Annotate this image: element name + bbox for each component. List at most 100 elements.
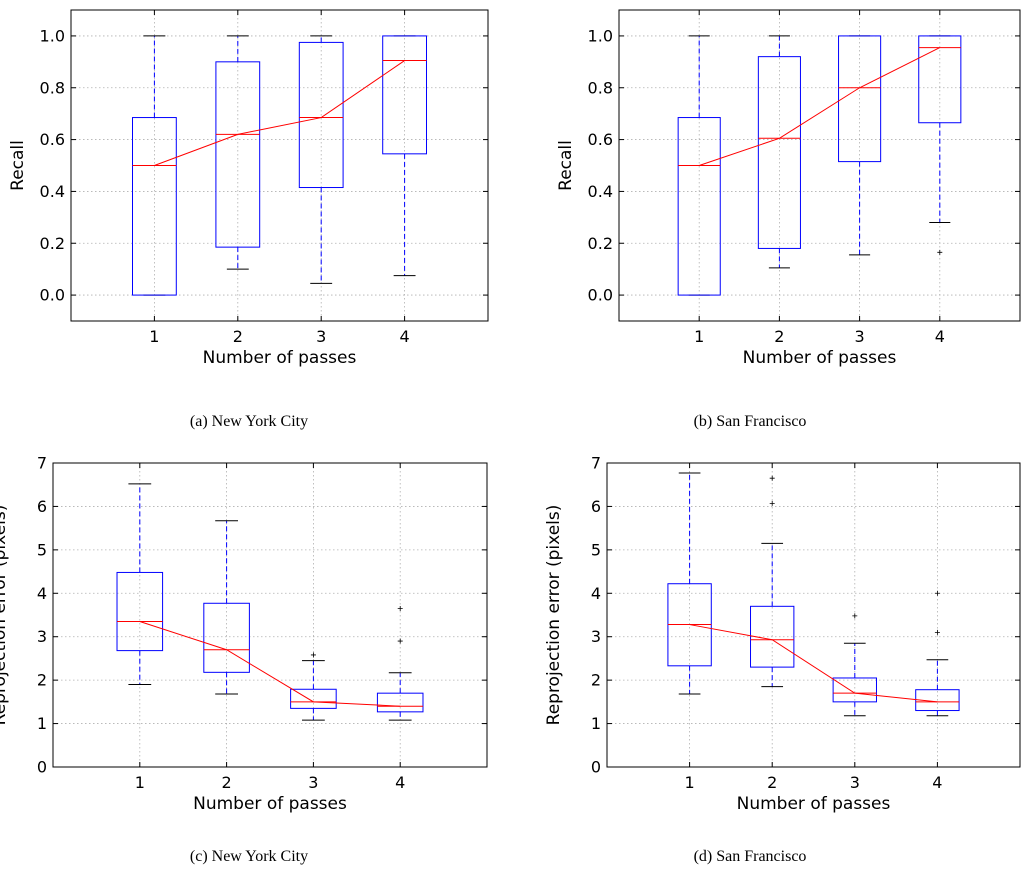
- outlier-point: [934, 590, 940, 596]
- chart-panel-b: 0.0 0.2 0.4 0.6 0.8 1.0 1 2 3 4 Number of passes Re…: [513, 0, 1027, 437]
- outlier-point: [852, 613, 858, 619]
- x-tick-label: 2: [767, 773, 777, 792]
- y-tick-label: 5: [591, 540, 601, 559]
- axes-frame: [70, 9, 489, 322]
- x-tick-label: 3: [316, 327, 326, 346]
- median-trend-line: [154, 60, 405, 166]
- y-tick-label: 0.2: [588, 234, 613, 253]
- x-axis-label: Number of passes: [193, 794, 347, 814]
- chart-panel-a: 0.0 0.2 0.4 0.6 0.8 1.0 1 2 3 4 Number of passes Re…: [0, 0, 513, 437]
- y-tick-label: 0.6: [40, 130, 65, 149]
- axes-frame: [618, 9, 1021, 322]
- box: [677, 117, 721, 296]
- x-tick-label: 4: [400, 327, 410, 346]
- y-tick-label: 1: [591, 714, 601, 733]
- x-axis-label: Number of passes: [737, 794, 891, 814]
- caption-c: (c) New York City: [189, 848, 309, 865]
- y-tick-label: 0: [591, 758, 601, 777]
- box: [203, 602, 250, 673]
- box: [116, 571, 164, 652]
- y-tick-label: 6: [37, 497, 47, 516]
- y-tick-label: 0.4: [588, 182, 613, 201]
- x-tick-label: 4: [935, 327, 945, 346]
- x-tick-label: 1: [694, 327, 704, 346]
- y-tick-label: 1.0: [40, 26, 65, 45]
- outlier-point: [397, 638, 403, 644]
- y-axis-label: Recall: [8, 140, 28, 191]
- x-tick-label: 3: [855, 327, 865, 346]
- box-plot-b: 0.0 0.2 0.4 0.6 0.8 1.0 1 2 3 4 Number of passes Re…: [556, 9, 1021, 368]
- box: [832, 677, 877, 703]
- y-axis-label: Reprojection error (pixels): [544, 505, 564, 726]
- y-tick-label: 3: [591, 627, 601, 646]
- x-tick-label: 1: [149, 327, 159, 346]
- plot-area: 0 1 2 3 4 5 6 7 1 2 3 4 Number of passes Reprojection…: [0, 454, 488, 814]
- box: [750, 605, 795, 668]
- y-tick-label: 0.0: [588, 286, 613, 305]
- x-tick-label: 1: [135, 773, 145, 792]
- outlier-point: [310, 652, 316, 658]
- caption-a: (a) New York City: [189, 413, 309, 430]
- median-trend-line: [689, 624, 938, 703]
- box: [215, 61, 261, 248]
- box: [757, 56, 801, 249]
- y-tick-label: 7: [37, 454, 47, 473]
- box-plot-c: 0 1 2 3 4 5 6 7 1 2 3 4 Number of passes Reprojection…: [0, 454, 488, 814]
- plot-area: 0.0 0.2 0.4 0.6 0.8 1.0 1 2 3 4 Number of passes Re…: [8, 9, 489, 368]
- outlier-point: [769, 475, 775, 481]
- x-tick-label: 4: [932, 773, 942, 792]
- y-tick-label: 3: [37, 627, 47, 646]
- y-tick-label: 7: [591, 454, 601, 473]
- y-tick-label: 0: [37, 758, 47, 777]
- y-tick-label: 6: [591, 497, 601, 516]
- x-tick-label: 3: [850, 773, 860, 792]
- box: [290, 688, 337, 709]
- box: [918, 35, 962, 124]
- median-trend-line: [699, 47, 941, 166]
- y-tick-label: 5: [37, 540, 47, 559]
- x-tick-label: 2: [774, 327, 784, 346]
- outlier-point: [934, 629, 940, 635]
- y-tick-label: 1: [37, 714, 47, 733]
- y-axis-label: Reprojection error (pixels): [0, 505, 10, 726]
- y-axis-label: Recall: [556, 140, 576, 191]
- y-tick-label: 0.0: [40, 286, 65, 305]
- median-trend-line: [139, 621, 401, 707]
- outlier-point: [769, 500, 775, 506]
- y-tick-label: 0.2: [40, 234, 65, 253]
- y-tick-label: 2: [37, 671, 47, 690]
- plot-area: 0 1 2 3 4 5 6 7 1 2 3 4 Number of passes Reprojection…: [544, 454, 1021, 814]
- x-tick-label: 3: [308, 773, 318, 792]
- box-plot-d: 0 1 2 3 4 5 6 7 1 2 3 4 Number of passes Reprojection…: [544, 454, 1021, 814]
- box: [382, 35, 427, 155]
- box: [838, 35, 882, 163]
- box: [298, 41, 344, 189]
- y-tick-label: 0.8: [40, 78, 65, 97]
- y-tick-label: 0.8: [588, 78, 613, 97]
- outlier-point: [397, 605, 403, 611]
- box: [376, 692, 424, 713]
- x-tick-label: 1: [685, 773, 695, 792]
- box: [915, 689, 960, 712]
- chart-panel-d: 0 1 2 3 4 5 6 7 1 2 3 4 Number of passes Reprojection…: [513, 437, 1027, 874]
- y-tick-label: 0.6: [588, 130, 613, 149]
- x-tick-label: 2: [233, 327, 243, 346]
- plot-area: 0.0 0.2 0.4 0.6 0.8 1.0 1 2 3 4 Number of passes Re…: [556, 9, 1021, 368]
- y-tick-label: 0.4: [40, 182, 65, 201]
- y-tick-label: 4: [591, 584, 601, 603]
- x-tick-label: 4: [395, 773, 405, 792]
- y-tick-label: 2: [591, 671, 601, 690]
- box-plot-a: 0.0 0.2 0.4 0.6 0.8 1.0 1 2 3 4 Number of passes Re…: [8, 9, 489, 368]
- axes-frame: [606, 462, 1021, 768]
- outlier-point: [937, 249, 943, 255]
- x-axis-label: Number of passes: [203, 348, 357, 368]
- axes-frame: [52, 462, 488, 768]
- caption-b: (b) San Francisco: [693, 413, 807, 430]
- y-tick-label: 1.0: [588, 26, 613, 45]
- caption-d: (d) San Francisco: [693, 848, 807, 865]
- x-axis-label: Number of passes: [743, 348, 897, 368]
- chart-panel-c: 0 1 2 3 4 5 6 7 1 2 3 4 Number of passes Reprojection…: [0, 437, 513, 874]
- y-tick-label: 4: [37, 584, 47, 603]
- box: [132, 117, 177, 296]
- x-tick-label: 2: [222, 773, 232, 792]
